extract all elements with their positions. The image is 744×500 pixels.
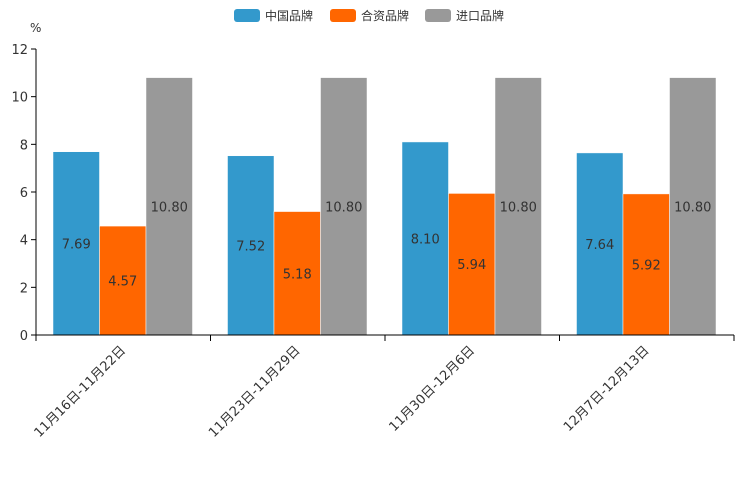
bar-label-0-1: 7.52: [236, 239, 265, 254]
bar-label-1-0: 4.57: [108, 275, 137, 290]
y-tick-label-1: 2: [20, 281, 28, 296]
bar-label-0-2: 8.10: [411, 232, 440, 247]
legend-label-0[interactable]: 中国品牌: [265, 8, 313, 23]
bar-label-1-1: 5.18: [283, 267, 312, 282]
bar-2-0[interactable]: [145, 77, 193, 336]
bar-label-1-2: 5.94: [457, 258, 486, 273]
bar-2-3[interactable]: [669, 77, 717, 336]
x-tick-label-1: 11月23日-11月29日: [206, 343, 303, 440]
bar-label-0-3: 7.64: [585, 238, 614, 253]
bar-0-0[interactable]: [52, 151, 100, 336]
y-tick-label-3: 6: [20, 186, 28, 201]
bar-label-2-3: 10.80: [674, 200, 711, 215]
y-tick-label-4: 8: [20, 138, 28, 153]
legend-swatch-1[interactable]: [330, 9, 356, 22]
bar-label-1-3: 5.92: [632, 258, 661, 273]
x-tick-label-2: 11月30日-12月6日: [386, 343, 478, 435]
bar-label-0-0: 7.69: [62, 237, 91, 252]
bar-0-2[interactable]: [401, 141, 449, 336]
y-unit-label: %: [30, 21, 41, 35]
bar-label-2-2: 10.80: [500, 200, 537, 215]
y-tick-label-2: 4: [20, 234, 28, 249]
legend-swatch-0[interactable]: [234, 9, 260, 22]
legend-label-1[interactable]: 合资品牌: [361, 8, 409, 23]
x-axis: 11月16日-11月22日 11月23日-11月29日 11月30日-12月6日 12…: [32, 334, 735, 441]
y-tick-label-6: 12: [11, 43, 28, 58]
bar-1-3[interactable]: [622, 193, 670, 336]
bar-1-0[interactable]: [99, 225, 147, 336]
bar-label-2-1: 10.80: [325, 200, 362, 215]
bar-2-1[interactable]: [320, 77, 368, 336]
bar-label-2-0: 10.80: [151, 200, 188, 215]
bar-1-2[interactable]: [448, 193, 496, 336]
x-tick-label-0: 11月16日-11月22日: [32, 343, 129, 440]
y-tick-label-0: 0: [20, 329, 28, 344]
y-axis: 0 2 4 6 8 10 12: [11, 43, 37, 344]
legend-label-2[interactable]: 进口品牌: [456, 9, 504, 23]
legend: 中国品牌 合资品牌 进口品牌: [234, 8, 504, 23]
y-tick-label-5: 10: [11, 91, 28, 106]
x-tick-label-3: 12月7日-12月13日: [561, 343, 653, 435]
bars: 7.69 4.57 10.80 7.52 5.18 10.80 8.10 5.94 10.80 7…: [52, 77, 717, 336]
legend-swatch-2[interactable]: [425, 9, 451, 22]
